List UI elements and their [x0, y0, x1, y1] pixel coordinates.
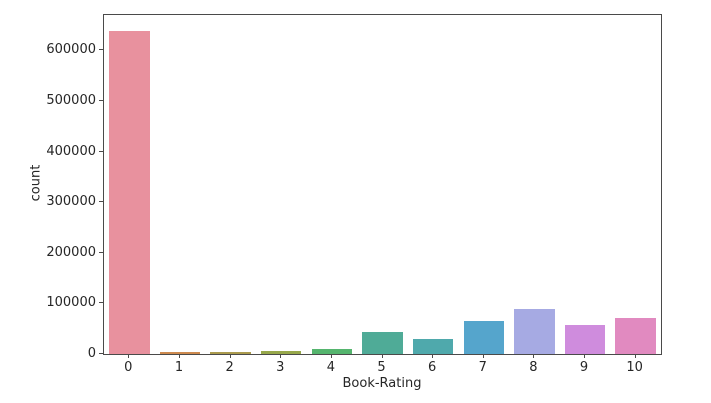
- x-tick-label: 6: [427, 360, 437, 375]
- x-tick-mark: [280, 354, 282, 358]
- x-tick-label: 4: [326, 360, 335, 375]
- y-tick-label: 400000: [46, 143, 96, 159]
- y-tick-mark: [99, 201, 103, 203]
- y-tick-mark: [99, 49, 103, 51]
- x-tick-label: 0: [124, 360, 133, 375]
- plot-area: [103, 14, 662, 355]
- bar-rating-8: [514, 308, 555, 354]
- x-tick-label: 3: [276, 360, 285, 375]
- bar-rating-4: [311, 349, 353, 354]
- x-tick-mark: [381, 354, 383, 358]
- bar-rating-2: [210, 351, 251, 354]
- bar-rating-9: [564, 325, 606, 354]
- y-tick-label: 500000: [46, 93, 96, 108]
- y-tick-mark: [99, 100, 103, 101]
- bar-rating-3: [260, 350, 302, 354]
- bar-rating-7: [463, 321, 505, 354]
- x-tick-label: 7: [478, 360, 487, 375]
- x-tick-label: 5: [377, 360, 386, 375]
- x-tick-mark: [128, 354, 130, 358]
- x-tick-label: 9: [579, 360, 589, 375]
- bar-rating-5: [362, 332, 403, 354]
- y-tick-label: 0: [87, 346, 96, 361]
- x-tick-label: 1: [174, 360, 184, 375]
- bar-rating-6: [412, 338, 454, 354]
- y-tick-label: 100000: [46, 295, 96, 311]
- x-tick-mark: [482, 354, 484, 358]
- y-tick-mark: [99, 150, 103, 152]
- y-tick-label: 300000: [46, 194, 96, 210]
- bar-rating-1: [159, 352, 201, 354]
- x-tick-mark: [634, 354, 636, 358]
- y-tick-label: 600000: [46, 42, 96, 58]
- x-tick-label: 8: [529, 360, 538, 375]
- x-axis-label: Book-Rating: [342, 376, 422, 391]
- y-tick-mark: [99, 353, 103, 354]
- x-tick-mark: [533, 354, 535, 358]
- x-tick-label: 10: [626, 360, 643, 375]
- bar-rating-0: [109, 31, 150, 354]
- x-tick-label: 2: [225, 360, 234, 375]
- x-tick-mark: [178, 354, 180, 358]
- x-tick-mark: [584, 354, 586, 358]
- bar-rating-10: [615, 318, 656, 354]
- y-tick-mark: [99, 251, 103, 253]
- x-tick-mark: [229, 354, 231, 358]
- x-tick-mark: [432, 354, 434, 358]
- y-tick-label: 200000: [46, 244, 96, 260]
- x-tick-mark: [330, 354, 332, 358]
- y-tick-mark: [99, 302, 103, 304]
